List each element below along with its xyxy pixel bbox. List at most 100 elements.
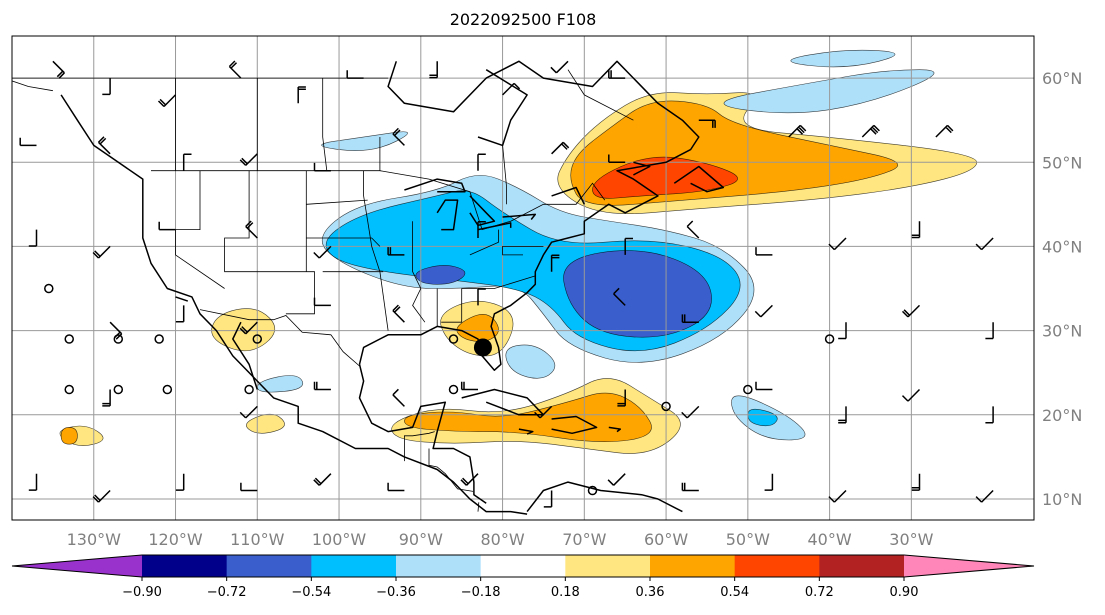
wind-barb [313,245,332,259]
political-border [12,80,53,92]
anomaly-contour [60,427,78,445]
wind-barb [613,287,626,306]
political-border [502,145,507,205]
wind-barb [157,94,177,108]
colorbar-extend-low [12,555,142,577]
colorbar-label: 0.54 [720,585,749,600]
political-border [404,431,435,462]
map-title: 2022092500 F108 [449,10,597,29]
coastline [469,195,496,227]
colorbar-segment [565,555,651,577]
wind-barb [838,406,847,424]
coastline [175,296,189,302]
colorbar-segment [142,555,228,577]
longitude-label: 40°W [808,530,852,549]
wind-barb [392,304,405,323]
wind-barb [240,482,258,492]
wind-barb [755,247,773,256]
colorbar-segment [311,555,397,577]
wind-barb [624,237,633,255]
wind-barb [102,389,111,407]
longitude-label: 30°W [889,530,933,549]
wind-barb [828,489,847,503]
wind-barbs [19,60,994,508]
wind-barb [788,124,807,138]
wind-barb [460,473,479,486]
wind-barb [460,381,478,391]
wind-barb [477,153,486,171]
location-marker [473,338,492,357]
wind-barb [551,141,570,155]
wind-barb [838,322,847,340]
location-marker-layer [473,338,492,357]
wind-barb [239,321,258,335]
wind-barb [313,162,331,172]
wind-barb [985,322,994,340]
coastline [436,199,459,231]
wind-barb [617,389,626,407]
wind-barb [19,137,37,147]
political-border [441,288,463,323]
wind-barb [392,127,405,146]
wind-barb [102,78,111,96]
wind-barb [313,297,331,307]
wind-barb [245,220,258,239]
political-border [412,221,426,323]
longitude-label: 60°W [644,530,688,549]
wind-barb [607,473,626,486]
calm-wind-circle [44,283,54,294]
wind-barb [550,254,560,272]
wind-barb [901,304,921,318]
wind-barb [28,473,38,491]
calm-wind-circle [64,334,74,344]
wind-barb [92,245,111,259]
colorbar-label: 0.18 [551,585,580,600]
colorbar-label: −0.18 [461,585,501,600]
wind-barb [681,314,699,323]
political-border [322,78,328,171]
wind-barb [828,237,847,251]
wind-barb [764,473,774,491]
wind-barb [429,61,438,79]
political-border [502,246,544,256]
calm-wind-circle [113,334,124,344]
anomaly-contour [246,413,285,434]
calm-wind-circle [154,334,164,344]
wind-barb [911,221,921,239]
political-border [461,275,536,289]
colorbar-segment [734,555,820,577]
calm-wind-circle [252,334,263,344]
coastline [60,94,528,515]
longitude-label: 100°W [312,530,367,549]
longitude-label: 80°W [480,530,524,549]
calm-wind-circle [448,384,459,395]
calm-wind-circle [244,384,254,395]
wind-barb [550,60,569,74]
map-plot-area [11,35,1035,521]
calm-wind-circle [113,384,124,395]
anomaly-contour [415,265,466,285]
longitude-labels: 130°W 120°W 110°W 100°W 90°W 80°W 70°W 60°W 50°W… [67,530,934,549]
coastline [608,426,622,433]
wind-barb [975,489,994,503]
wind-barb [681,405,700,419]
coastline [551,186,585,205]
coastline [477,222,512,231]
colorbar-extend-high [904,555,1034,577]
wind-barb [911,473,921,491]
anomaly-contour [790,49,896,68]
political-border [306,199,368,205]
political-border [306,237,381,247]
wind-barb [698,119,716,128]
colorbar-segment [650,555,736,577]
coastline [502,213,537,220]
colorbar-segment [480,555,566,577]
colorbar-label: 0.36 [636,585,665,600]
wind-barb [502,82,521,96]
colorbar-segment [226,555,312,577]
political-border [469,229,499,256]
political-border [363,170,389,331]
longitude-label: 90°W [399,530,443,549]
longitude-label: 70°W [562,530,606,549]
